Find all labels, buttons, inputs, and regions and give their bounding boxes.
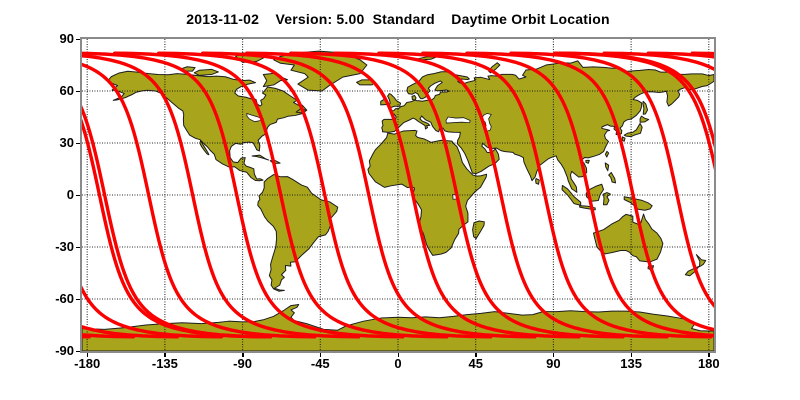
y-tick-label: 90 — [59, 31, 74, 46]
land-taiwan — [605, 151, 608, 157]
x-tick-mark — [242, 353, 244, 357]
land-new-guinea — [624, 197, 652, 211]
x-tick-mark — [397, 353, 399, 357]
chart-title: 2013-11-02 Version: 5.00 Standard Daytim… — [186, 11, 610, 27]
land-japan-kyushu — [622, 137, 625, 141]
orbit-track — [82, 53, 222, 337]
land-sri-lanka — [536, 179, 540, 185]
orbit-track — [648, 53, 714, 337]
land-sulawesi — [603, 193, 610, 205]
orbit-track — [291, 53, 623, 337]
orbit-track — [335, 53, 667, 337]
orbit-track — [82, 53, 271, 337]
y-tick-mark — [76, 90, 80, 92]
y-tick-mark — [76, 38, 80, 40]
land-japan-hokkaido — [640, 116, 649, 122]
land-uk — [388, 94, 401, 109]
land-hainan — [586, 160, 589, 163]
x-tick-mark — [708, 353, 710, 357]
y-tick-label: 0 — [66, 187, 74, 202]
orbit-track — [82, 53, 266, 337]
orbit-track — [82, 53, 403, 337]
orbit-track — [203, 53, 535, 337]
land-canadian-arctic-victoria — [194, 69, 218, 75]
x-tick-label: -180 — [74, 356, 101, 371]
land-baja-california — [200, 141, 209, 155]
x-tick-label: 90 — [546, 356, 561, 371]
land-philippines-mindanao — [609, 172, 616, 182]
y-tick-mark — [76, 142, 80, 144]
orbit-track — [247, 53, 579, 337]
orbit-track — [423, 53, 714, 337]
lake-black-sea — [446, 117, 470, 123]
x-tick-label: 0 — [394, 356, 402, 371]
world-map-orbit-tracks — [82, 39, 714, 351]
x-tick-mark — [319, 353, 322, 357]
orbit-track — [159, 53, 491, 337]
land-sakhalin — [643, 101, 648, 114]
orbit-track — [555, 53, 714, 337]
y-tick-mark — [76, 246, 80, 248]
y-tick-mark — [76, 350, 80, 352]
orbit-track — [379, 53, 711, 337]
x-tick-label: -90 — [233, 356, 252, 371]
x-tick-label: -45 — [310, 356, 330, 371]
y-tick-label: -60 — [55, 291, 74, 306]
y-tick-mark — [76, 298, 80, 300]
land-eurasia — [382, 61, 714, 193]
y-tick-label: -30 — [55, 239, 74, 254]
x-tick-mark — [630, 353, 633, 357]
x-tick-mark — [164, 353, 166, 357]
land-madagascar — [473, 221, 485, 239]
x-tick-mark — [475, 353, 477, 357]
lake-caspian-sea — [482, 114, 491, 132]
land-philippines-luzon — [605, 163, 608, 171]
orbit-track — [560, 53, 714, 337]
y-tick-label: 30 — [59, 135, 74, 150]
land-north-america — [108, 71, 307, 181]
orbit-track — [467, 53, 714, 337]
x-tick-mark — [86, 353, 89, 357]
x-tick-label: 135 — [620, 356, 642, 371]
orbit-track — [511, 53, 714, 337]
orbit-track — [115, 53, 447, 337]
land-cuba — [252, 155, 268, 160]
x-tick-label: -135 — [151, 356, 178, 371]
y-tick-label: -90 — [55, 343, 74, 358]
orbit-track — [82, 53, 315, 337]
x-tick-label: 180 — [697, 356, 720, 371]
land-new-zealand-north — [696, 255, 705, 267]
y-tick-mark — [76, 194, 80, 196]
land-south-america — [258, 175, 338, 292]
x-tick-mark — [552, 353, 555, 357]
plot-frame — [80, 37, 716, 353]
orbit-track — [82, 53, 359, 337]
x-tick-label: 45 — [468, 356, 483, 371]
land-japan-honshu — [624, 123, 642, 136]
y-tick-label: 60 — [59, 83, 74, 98]
